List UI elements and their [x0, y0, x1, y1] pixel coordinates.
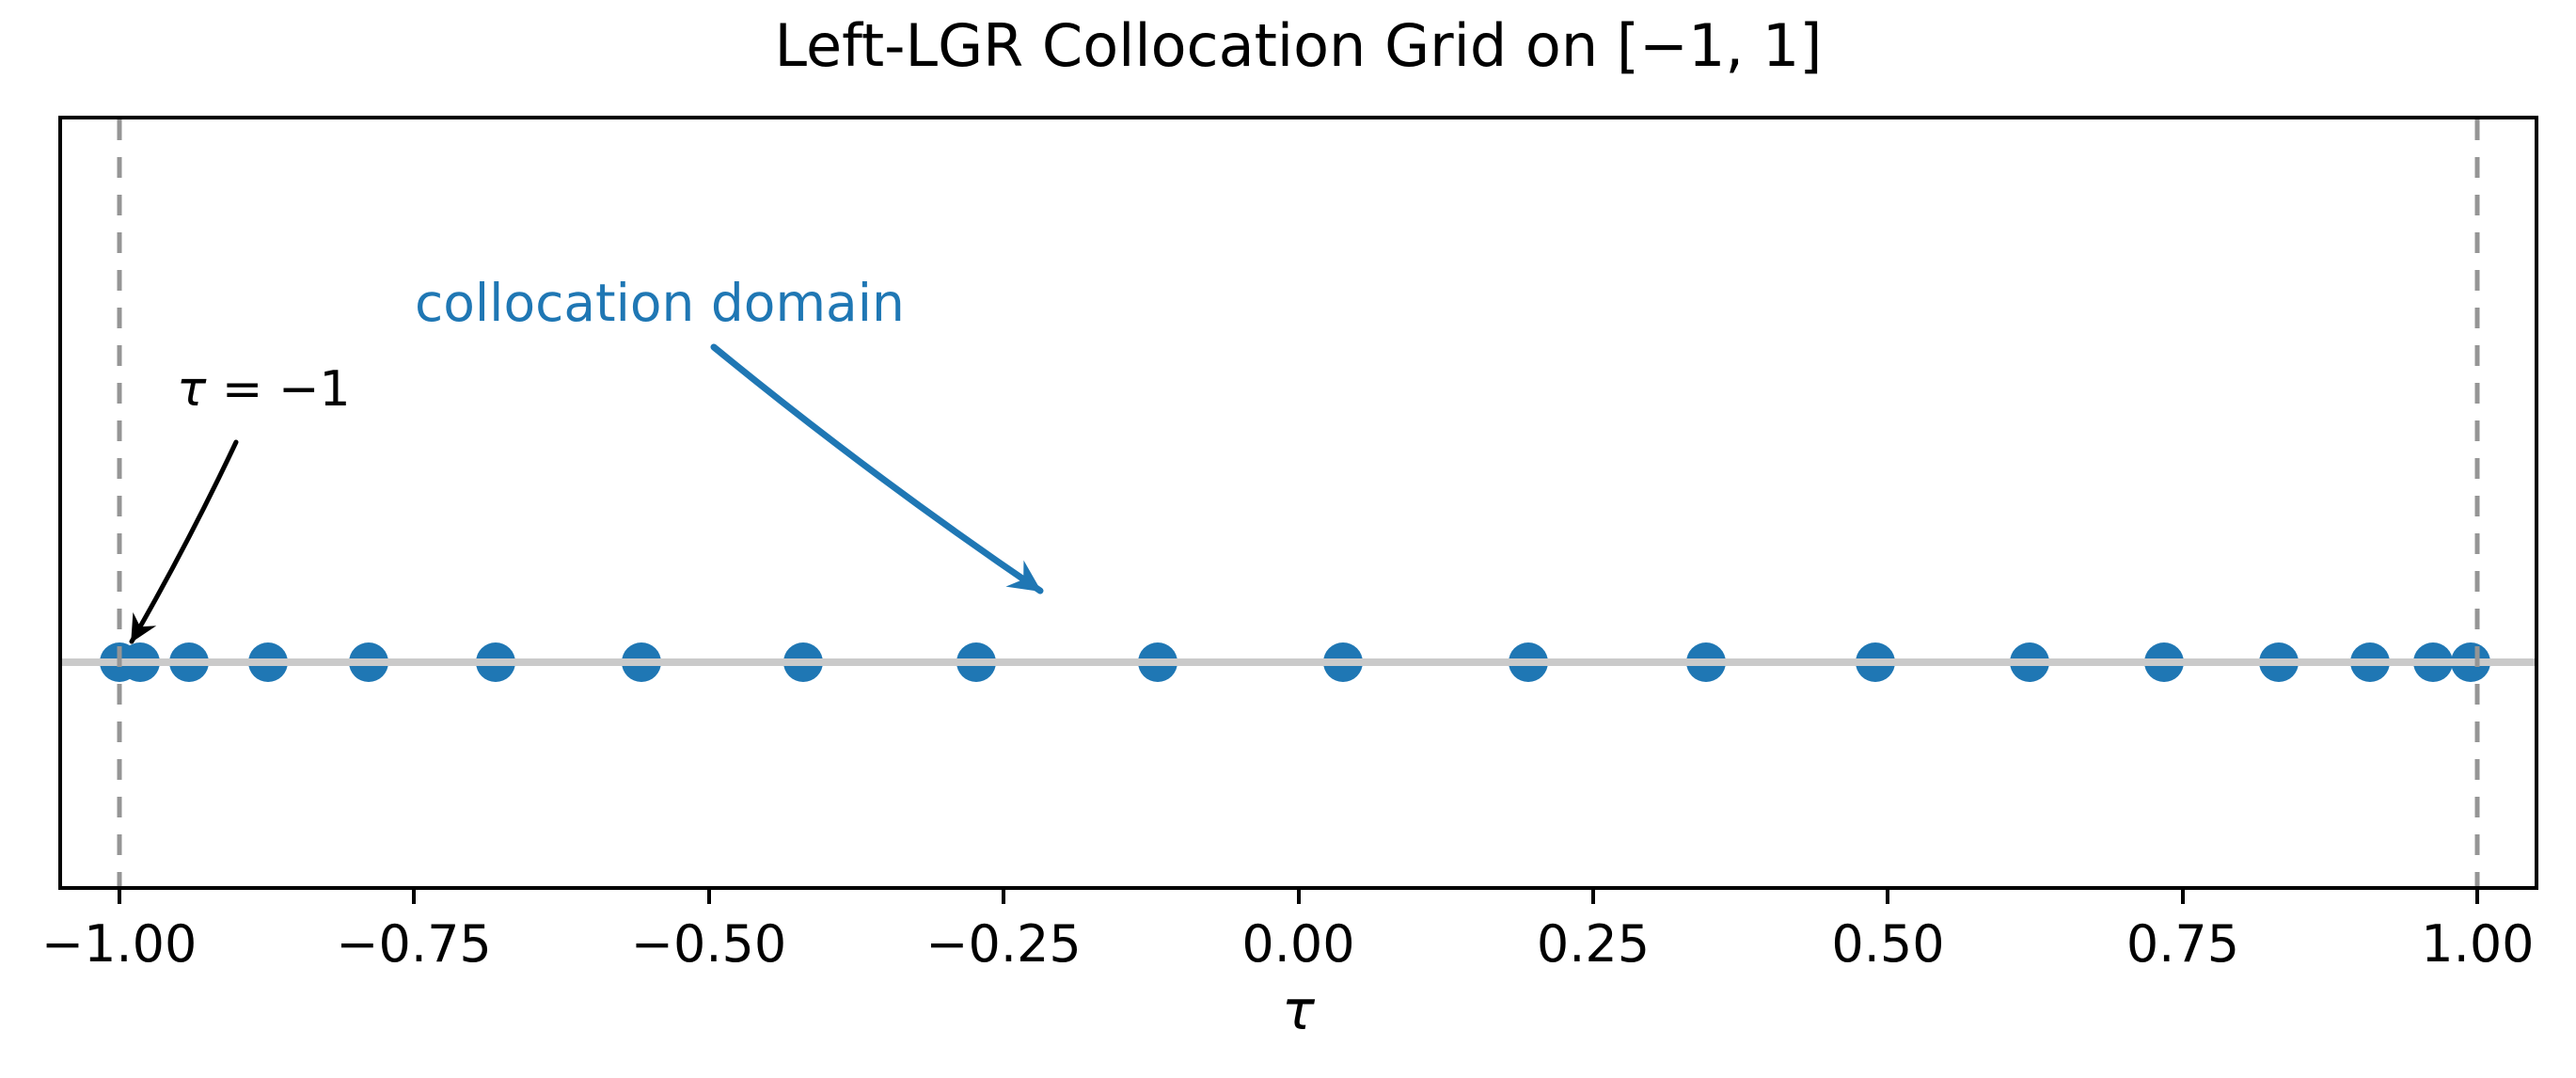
x-tick-label: 0.50 — [1831, 914, 1945, 974]
axes-frame — [58, 116, 2538, 890]
x-tick-mark — [2475, 890, 2480, 904]
x-tick-mark — [1296, 890, 1301, 904]
x-tick-label: −0.50 — [630, 914, 787, 974]
x-tick-label: 0.25 — [1536, 914, 1651, 974]
x-tick-mark — [1886, 890, 1890, 904]
x-tick-mark — [1002, 890, 1006, 904]
x-axis-label: τ — [58, 978, 2538, 1042]
x-tick-label: −0.25 — [925, 914, 1082, 974]
tau-symbol: τ — [177, 361, 207, 418]
domain-boundary-line — [117, 119, 122, 886]
x-tick-label: 0.00 — [1241, 914, 1355, 974]
tau-symbol: τ — [1282, 978, 1315, 1042]
x-tick-label: 1.00 — [2421, 914, 2535, 974]
x-tick-mark — [1590, 890, 1595, 904]
x-tick-mark — [412, 890, 417, 904]
annotation-collocation-domain: collocation domain — [415, 273, 905, 333]
baseline-line — [62, 658, 2535, 666]
chart-title: Left-LGR Collocation Grid on [−1, 1] — [774, 11, 1823, 80]
x-tick-mark — [117, 890, 121, 904]
x-tick-mark — [2180, 890, 2185, 904]
annotation-tau-endpoint: τ = −1 — [177, 361, 351, 418]
x-tick-label: 0.75 — [2126, 914, 2240, 974]
x-tick-mark — [706, 890, 711, 904]
domain-boundary-line — [2474, 119, 2480, 886]
x-tick-label: −1.00 — [40, 914, 198, 974]
x-tick-label: −0.75 — [336, 914, 492, 974]
